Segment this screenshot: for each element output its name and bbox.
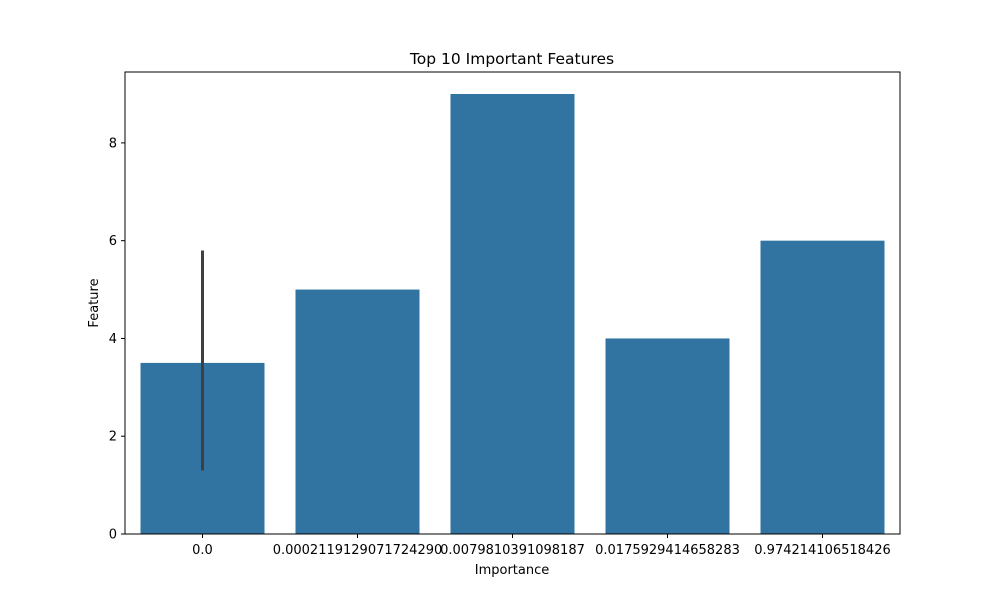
y-axis-label: Feature <box>87 278 102 327</box>
x-tick-label: 0.0 <box>192 543 213 558</box>
y-tick-label: 0 <box>109 528 117 543</box>
bar <box>760 240 885 535</box>
y-tick-label: 4 <box>109 332 117 347</box>
y-axis: 0 2 4 6 8 <box>109 136 125 543</box>
chart-title: Top 10 Important Features <box>409 50 614 68</box>
y-tick-label: 8 <box>109 136 117 151</box>
x-axis-label: Importance <box>475 563 550 578</box>
y-tick-label: 2 <box>109 430 117 445</box>
x-axis: 0.0 0.00021191290717242900.00798103910981… <box>192 534 891 558</box>
x-tick-label: 0.0079810391098187 <box>440 543 585 558</box>
bar <box>295 289 420 534</box>
x-tick-label: 0.974214106518426 <box>754 543 890 558</box>
y-tick-label: 6 <box>109 234 117 249</box>
x-tick-label: 0.0175929414658283 <box>595 543 740 558</box>
bar <box>605 338 730 534</box>
bar <box>450 94 575 534</box>
x-tick-label: 0.0002119129071724290 <box>273 543 443 558</box>
bars-layer <box>140 94 885 535</box>
